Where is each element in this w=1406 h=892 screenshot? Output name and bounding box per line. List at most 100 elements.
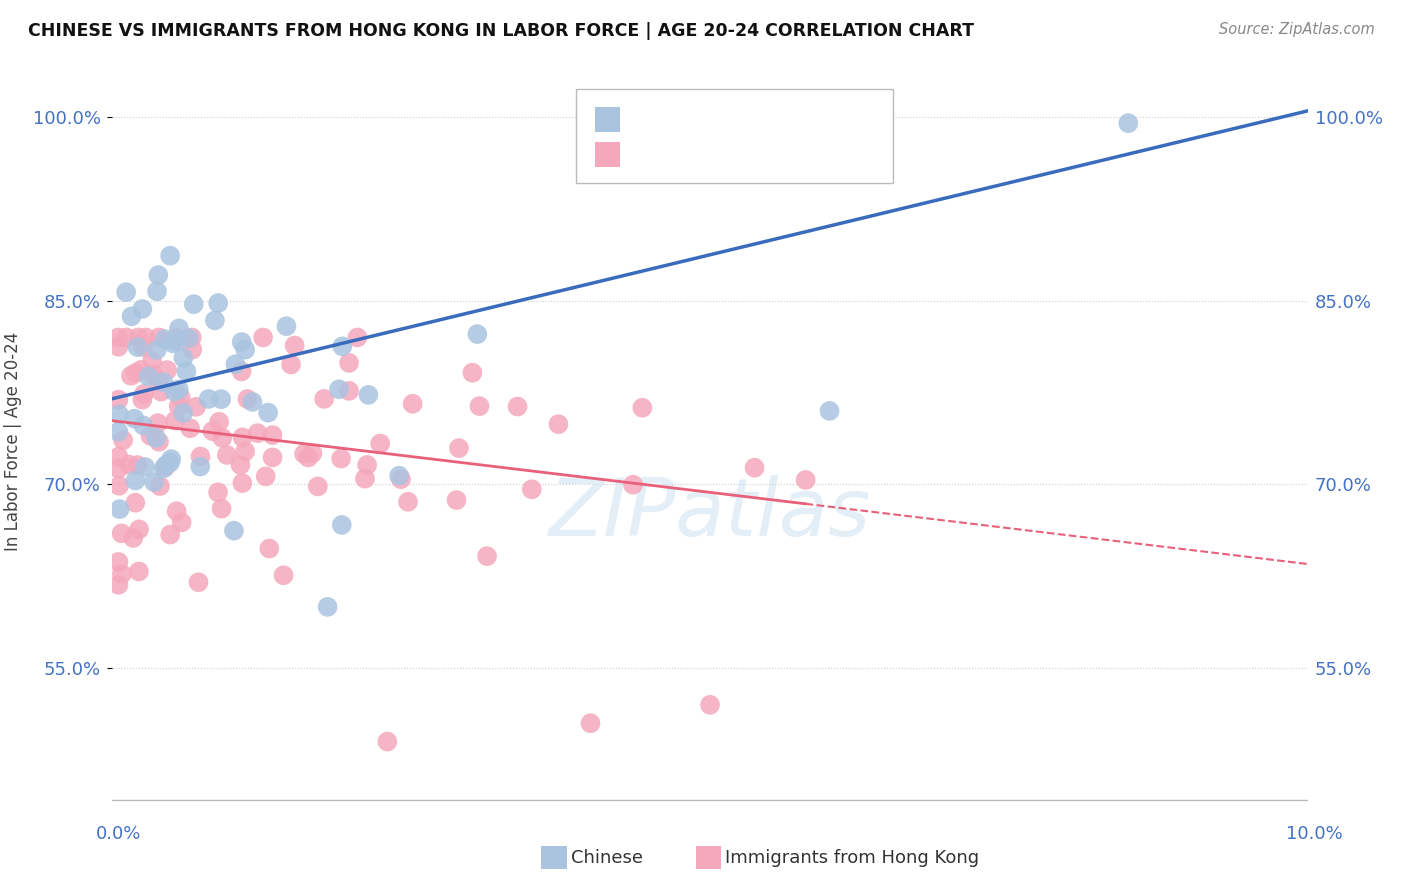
Point bbox=[172, 406, 194, 420]
Point bbox=[621, 477, 644, 491]
Point bbox=[163, 384, 186, 399]
Point bbox=[254, 469, 277, 483]
Text: 0.400: 0.400 bbox=[664, 110, 720, 128]
Point bbox=[152, 461, 174, 475]
Point bbox=[131, 392, 153, 407]
Point bbox=[467, 327, 489, 342]
Point bbox=[208, 415, 231, 429]
Point bbox=[506, 400, 529, 414]
Point bbox=[152, 375, 174, 389]
Point bbox=[107, 330, 129, 344]
Point bbox=[107, 425, 129, 439]
Point bbox=[108, 407, 131, 421]
Point bbox=[166, 504, 188, 518]
Point bbox=[143, 475, 166, 490]
Point bbox=[162, 336, 184, 351]
Text: R =: R = bbox=[626, 110, 665, 128]
Point bbox=[204, 313, 226, 327]
Point bbox=[631, 401, 654, 415]
Point bbox=[108, 502, 131, 516]
Point bbox=[280, 358, 302, 372]
Point bbox=[233, 343, 256, 357]
Point bbox=[176, 364, 198, 378]
Point bbox=[818, 404, 841, 418]
Text: N =: N = bbox=[724, 110, 763, 128]
Point bbox=[316, 599, 339, 614]
Point bbox=[242, 395, 264, 409]
Point bbox=[330, 339, 353, 353]
Point bbox=[292, 447, 315, 461]
Point bbox=[148, 330, 170, 344]
Point bbox=[211, 431, 233, 445]
Point bbox=[148, 434, 170, 449]
Point bbox=[307, 479, 329, 493]
Point bbox=[124, 496, 146, 510]
Point bbox=[125, 366, 148, 380]
Point bbox=[118, 458, 141, 472]
Point bbox=[236, 392, 259, 406]
Point bbox=[167, 321, 190, 335]
Point bbox=[224, 357, 246, 371]
Point bbox=[368, 436, 391, 450]
Point bbox=[177, 331, 200, 345]
Point bbox=[314, 392, 336, 406]
Point bbox=[297, 450, 319, 465]
Point bbox=[402, 397, 425, 411]
Point bbox=[446, 493, 468, 508]
Point bbox=[110, 526, 132, 541]
Point bbox=[108, 479, 131, 493]
Point bbox=[252, 330, 274, 344]
Point bbox=[231, 476, 253, 491]
Point bbox=[170, 516, 193, 530]
Point bbox=[148, 375, 170, 389]
Point bbox=[111, 566, 134, 581]
Point bbox=[468, 399, 491, 413]
Point bbox=[120, 368, 142, 383]
Text: R =: R = bbox=[626, 145, 665, 163]
Point bbox=[128, 565, 150, 579]
Point bbox=[165, 413, 187, 427]
Point bbox=[188, 459, 211, 474]
Text: Source: ZipAtlas.com: Source: ZipAtlas.com bbox=[1219, 22, 1375, 37]
Point bbox=[346, 330, 368, 344]
Point bbox=[388, 468, 411, 483]
Text: 55: 55 bbox=[762, 110, 787, 128]
Point bbox=[127, 458, 149, 472]
Point bbox=[132, 340, 155, 354]
Point bbox=[284, 338, 307, 352]
Point bbox=[107, 555, 129, 569]
Text: 101: 101 bbox=[762, 145, 800, 163]
Point bbox=[231, 364, 253, 378]
Point bbox=[389, 472, 412, 486]
Point bbox=[794, 473, 817, 487]
Point bbox=[744, 460, 766, 475]
Point bbox=[330, 517, 353, 532]
Point bbox=[197, 392, 219, 406]
Point bbox=[190, 450, 212, 464]
Point bbox=[179, 421, 201, 435]
Point bbox=[169, 390, 191, 404]
Point bbox=[134, 459, 156, 474]
Text: 10.0%: 10.0% bbox=[1286, 825, 1343, 843]
Point bbox=[354, 472, 377, 486]
Point bbox=[166, 330, 188, 344]
Point bbox=[155, 460, 177, 475]
Point bbox=[273, 568, 295, 582]
Point bbox=[447, 441, 470, 455]
Point bbox=[139, 429, 162, 443]
Point bbox=[377, 734, 399, 748]
Point bbox=[150, 384, 173, 399]
Point bbox=[181, 343, 204, 357]
Text: ZIPatlas: ZIPatlas bbox=[548, 475, 872, 553]
Point bbox=[149, 479, 172, 493]
Point bbox=[356, 458, 378, 472]
Point bbox=[246, 426, 269, 441]
Point bbox=[276, 319, 298, 334]
Point bbox=[257, 406, 280, 420]
Point bbox=[215, 448, 238, 462]
Point bbox=[229, 458, 252, 472]
Point bbox=[180, 330, 202, 344]
Point bbox=[146, 416, 169, 430]
Point bbox=[259, 541, 281, 556]
Point bbox=[357, 388, 380, 402]
